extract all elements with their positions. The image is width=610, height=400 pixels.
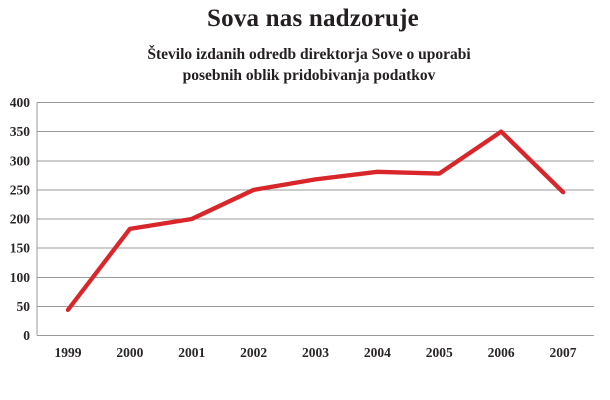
- y-axis-tick-label: 50: [17, 299, 31, 314]
- chart-subtitle-line-1: Število izdanih odredb direktorja Sove o…: [147, 46, 471, 63]
- x-axis-tick-label: 2001: [178, 345, 205, 360]
- y-axis-tick-label: 350: [10, 124, 31, 139]
- y-axis-tick-label: 250: [10, 182, 31, 197]
- x-axis-tick-label: 2007: [550, 345, 577, 360]
- x-axis-tick-label: 2005: [426, 345, 453, 360]
- chart-subtitle-line-2: posebnih oblik pridobivanja podatkov: [182, 66, 436, 84]
- y-axis-tick-label: 150: [10, 241, 31, 256]
- chart-subtitle: Število izdanih odredb direktorja Sove o…: [4, 45, 610, 86]
- x-axis-tick-label: 2002: [240, 345, 267, 360]
- x-axis-tick-label: 1999: [54, 345, 81, 360]
- x-axis-tick-label: 2004: [364, 345, 391, 360]
- y-axis-tick-label: 300: [10, 153, 31, 168]
- chart-title: Sova nas nadzoruje: [207, 5, 419, 32]
- y-axis-tick-label: 400: [10, 95, 31, 110]
- series-line: [65, 129, 566, 313]
- y-axis-tick-label: 0: [23, 328, 30, 343]
- x-axis-tick-label: 2003: [302, 345, 329, 360]
- y-axis-tick-label: 100: [10, 270, 31, 285]
- x-axis-tick-label: 2000: [116, 345, 143, 360]
- x-axis-tick-label: 2006: [488, 345, 515, 360]
- y-axis-tick-label: 200: [10, 212, 31, 227]
